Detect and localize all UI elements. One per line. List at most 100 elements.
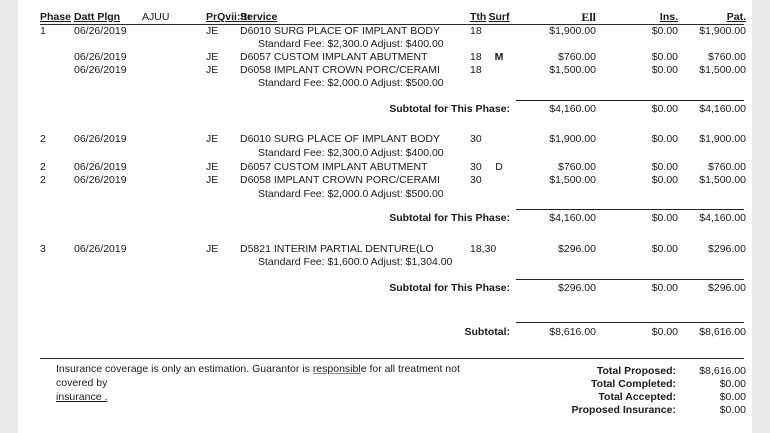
cell-service: D6057 CUSTOM IMPLANT ABUTMENT: [240, 161, 428, 173]
footer-divider: [40, 358, 744, 359]
cell-fee: $1,900.00: [549, 25, 596, 37]
cell-ins: $0.00: [651, 174, 678, 186]
header-date: Datt Plgn: [74, 11, 121, 23]
cell-pat: $1,900.00: [699, 25, 746, 37]
cell-date: 06/26/2019: [74, 51, 127, 63]
cell-phase: 2: [40, 161, 46, 173]
table-header-row: Phase Datt Plgn AJUU PrQvii:!tr Service …: [18, 11, 752, 24]
cell-provider: JE: [206, 64, 219, 76]
phase-subtotal-divider: [516, 100, 744, 101]
total-proposed-label: Total Proposed:: [596, 365, 676, 377]
cell-fee: $1,500.00: [549, 174, 596, 186]
cell-pat: $1,900.00: [699, 133, 746, 145]
cell-provider: JE: [206, 133, 219, 145]
cell-provider: JE: [206, 174, 219, 186]
treatment-plan-table: Phase Datt Plgn AJUU PrQvii:!tr Service …: [18, 0, 752, 433]
header-pat: Pat.: [726, 11, 746, 23]
cell-ins: $0.00: [651, 161, 678, 173]
cell-service: D5821 INTERIM PARTIAL DENTURE(LO: [240, 243, 434, 255]
total-accepted-value: $0.00: [719, 391, 746, 403]
header-phase: Phase: [40, 11, 71, 23]
cell-fee: $760.00: [558, 51, 596, 63]
cell-provider: JE: [206, 243, 219, 255]
header-ins: Ins.: [659, 11, 678, 23]
cell-fee: $296.00: [558, 243, 596, 255]
phase-subtotal-row: Subtotal for This Phase: $296.00 $0.00 $…: [18, 282, 752, 295]
header-approved: AJUU: [142, 11, 170, 23]
table-row: 3 06/26/2019 JE D5821 INTERIM PARTIAL DE…: [18, 243, 752, 256]
cell-pat: $760.00: [708, 161, 746, 173]
cell-tth: 18,30: [470, 243, 497, 255]
phase-subtotal-row: Subtotal for This Phase: $4,160.00 $0.00…: [18, 212, 752, 225]
cell-surf: [484, 243, 514, 256]
cell-ins: $0.00: [651, 64, 678, 76]
header-tth: Tth: [470, 11, 487, 23]
cell-surf: D: [495, 161, 503, 173]
service-note: Standard Fee: $2,000.0 Adjust: $500.00: [258, 188, 444, 200]
cell-phase: 2: [40, 174, 46, 186]
table-row: 2 06/26/2019 JE D6057 CUSTOM IMPLANT ABU…: [18, 161, 752, 174]
table-row: 2 06/26/2019 JE D6010 SURG PLACE OF IMPL…: [18, 133, 752, 146]
cell-pat: $296.00: [708, 243, 746, 255]
cell-surf: [484, 174, 514, 187]
cell-ins: $0.00: [651, 133, 678, 145]
disclaimer-spellcheck-word: responsibl: [312, 363, 361, 375]
total-proposed-value: $8,616.00: [699, 365, 746, 377]
cell-tth: 30: [470, 161, 482, 173]
cell-date: 06/26/2019: [74, 161, 127, 173]
insurance-disclaimer: Insurance coverage is only an estimation…: [56, 362, 486, 404]
total-accepted-label: Total Accepted:: [598, 391, 676, 403]
phase-subtotal-fee: $4,160.00: [549, 212, 596, 224]
cell-provider: JE: [206, 161, 219, 173]
grand-subtotal-row: Subtotal: $8,616.00 $0.00 $8,616.00: [18, 326, 752, 339]
phase-subtotal-divider: [516, 279, 744, 280]
phase-subtotal-label: Subtotal for This Phase:: [389, 282, 510, 294]
disclaimer-text-start: Insurance coverage is only an estimation…: [56, 363, 313, 375]
cell-tth: 30: [470, 174, 482, 186]
phase-subtotal-fee: $296.00: [558, 282, 596, 294]
cell-tth: 30: [470, 133, 482, 145]
cell-phase: 3: [40, 243, 46, 255]
cell-tth: 18: [470, 25, 482, 37]
header-surf: Surf: [488, 11, 510, 23]
phase-subtotal-ins: $0.00: [651, 103, 678, 115]
cell-provider: JE: [206, 25, 219, 37]
cell-surf: M: [494, 51, 504, 63]
phase-subtotal-label: Subtotal for This Phase:: [389, 212, 510, 224]
grand-subtotal-label: Subtotal:: [464, 326, 511, 338]
service-note: Standard Fee: $1,600.0 Adjust: $1,304.00: [258, 256, 453, 268]
header-service: Service: [240, 11, 278, 23]
cell-fee: $1,900.00: [549, 133, 596, 145]
cell-ins: $0.00: [651, 25, 678, 37]
service-note: Standard Fee: $2,000.0 Adjust: $500.00: [258, 77, 444, 89]
header-provider: PrQvii:!tr: [206, 11, 250, 23]
cell-surf: [484, 25, 514, 38]
phase-subtotal-ins: $0.00: [651, 282, 678, 294]
table-row: 2 06/26/2019 JE D6058 IMPLANT CROWN PORC…: [18, 174, 752, 187]
proposed-insurance-label: Proposed Insurance:: [571, 404, 676, 416]
document-page: Phase Datt Plgn AJUU PrQvii:!tr Service …: [18, 0, 752, 433]
table-row: 06/26/2019 JE D6057 CUSTOM IMPLANT ABUTM…: [18, 51, 752, 64]
grand-subtotal-pat: $8,616.00: [699, 326, 746, 338]
cell-fee: $760.00: [558, 161, 596, 173]
cell-service: D6010 SURG PLACE OF IMPLANT BODY: [240, 25, 440, 37]
table-row: 1 06/26/2019 JE D6010 SURG PLACE OF IMPL…: [18, 25, 752, 38]
grand-subtotal-ins: $0.00: [651, 326, 678, 338]
proposed-insurance-value: $0.00: [719, 404, 746, 416]
cell-service: D6057 CUSTOM IMPLANT ABUTMENT: [240, 51, 428, 63]
phase-subtotal-ins: $0.00: [651, 212, 678, 224]
cell-date: 06/26/2019: [74, 25, 127, 37]
table-row: 06/26/2019 JE D6058 IMPLANT CROWN PORC/C…: [18, 64, 752, 77]
cell-date: 06/26/2019: [74, 133, 127, 145]
phase-subtotal-pat: $4,160.00: [699, 103, 746, 115]
phase-subtotal-divider: [516, 209, 744, 210]
total-completed-value: $0.00: [719, 378, 746, 390]
cell-date: 06/26/2019: [74, 174, 127, 186]
phase-subtotal-label: Subtotal for This Phase:: [389, 103, 510, 115]
cell-pat: $1,500.00: [699, 64, 746, 76]
total-completed-label: Total Completed:: [591, 378, 676, 390]
disclaimer-insurance-link[interactable]: insurance .: [56, 391, 108, 403]
cell-service: D6058 IMPLANT CROWN PORC/CERAMI: [240, 174, 440, 186]
cell-phase: 2: [40, 133, 46, 145]
cell-pat: $1,500.00: [699, 174, 746, 186]
